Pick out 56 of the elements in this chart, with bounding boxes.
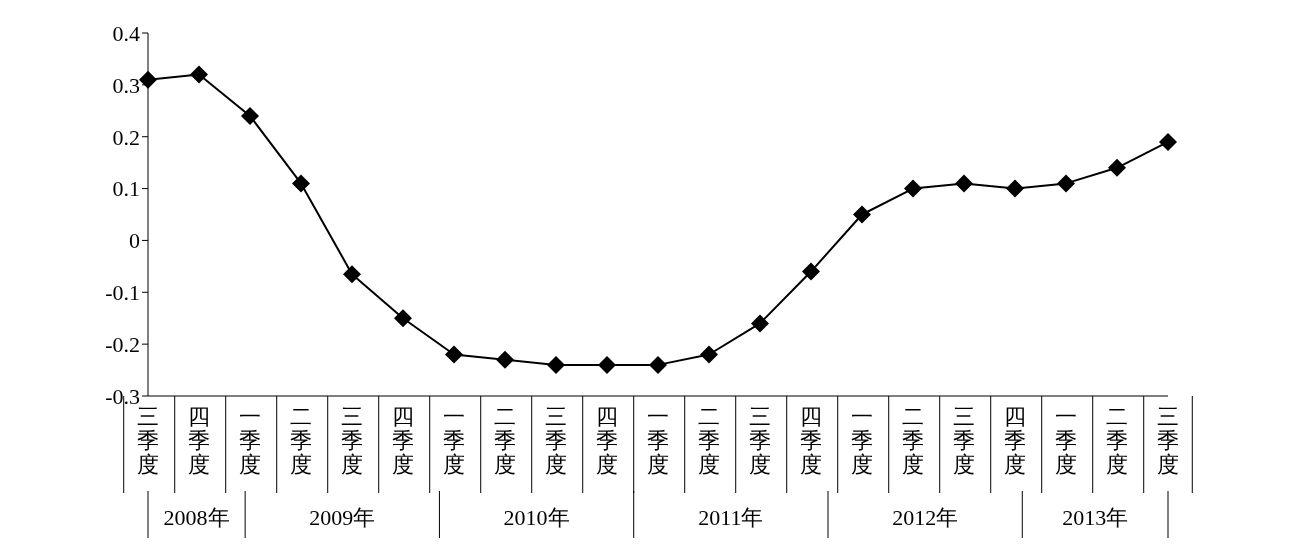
y-tick-label: 0.3 <box>112 72 140 98</box>
x-tick-label: 四季度 <box>392 404 414 477</box>
x-tick-label: 四季度 <box>596 404 618 477</box>
x-tick-label: 二季度 <box>494 404 516 477</box>
x-tick-label: 四季度 <box>188 404 210 477</box>
x-tick-label: 四季度 <box>800 404 822 477</box>
text: 2013年 <box>1062 505 1129 530</box>
x-tick-label: 一季度 <box>443 404 465 477</box>
point <box>394 309 412 328</box>
y-tick-label: 0.1 <box>112 176 140 202</box>
y-tick-label: 0.4 <box>112 20 140 46</box>
x-tick-label: 一季度 <box>647 404 669 477</box>
point <box>904 179 922 198</box>
text: 2010年 <box>503 505 570 530</box>
x-tick-label: 三季度 <box>749 404 771 477</box>
point <box>547 355 565 374</box>
y-tick-label: 0 <box>129 228 140 254</box>
point <box>292 174 310 193</box>
x-tick-label: 二季度 <box>1106 404 1128 477</box>
point <box>343 265 361 284</box>
point <box>751 314 769 333</box>
y-tick-label: 0.2 <box>112 124 140 150</box>
text: 2008年 <box>163 505 230 530</box>
x-tick-label: 三季度 <box>953 404 975 477</box>
point <box>190 65 208 84</box>
point <box>139 70 157 89</box>
x-tick-label: 二季度 <box>698 404 720 477</box>
text: 2012年 <box>892 505 959 530</box>
point <box>598 355 616 374</box>
point <box>955 174 973 193</box>
point <box>1006 179 1024 198</box>
x-tick-label: 三季度 <box>1157 404 1179 477</box>
x-tick-label: 三季度 <box>545 404 567 477</box>
x-tick-label: 一季度 <box>1055 404 1077 477</box>
y-tick-label: -0.2 <box>105 331 140 357</box>
point <box>853 205 871 224</box>
x-tick-label: 一季度 <box>239 404 261 477</box>
text: 2011年 <box>698 505 764 530</box>
point <box>1159 132 1177 151</box>
y-tick-label: -0.1 <box>105 280 140 306</box>
point <box>445 345 463 364</box>
x-tick-label: 三季度 <box>341 404 363 477</box>
x-tick-label: 二季度 <box>902 404 924 477</box>
x-tick-label: 三季度 <box>137 404 159 477</box>
x-tick-label: 一季度 <box>851 404 873 477</box>
point <box>649 355 667 374</box>
point <box>700 345 718 364</box>
point <box>241 106 259 125</box>
point <box>802 262 820 281</box>
text: 2009年 <box>309 505 376 530</box>
y-tick-label: -0.3 <box>105 383 140 409</box>
point <box>1057 174 1075 193</box>
point <box>496 350 514 369</box>
point <box>1108 158 1126 177</box>
x-tick-label: 二季度 <box>290 404 312 477</box>
x-tick-label: 四季度 <box>1004 404 1026 477</box>
